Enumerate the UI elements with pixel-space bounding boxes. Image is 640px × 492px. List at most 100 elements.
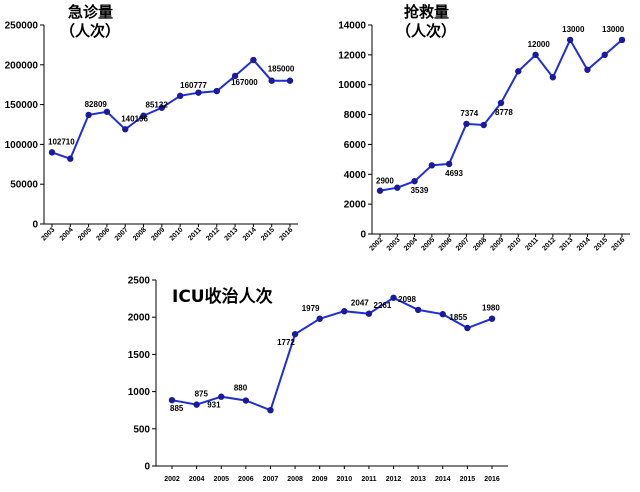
x-tick-label: 2002: [368, 236, 384, 252]
data-point: [48, 149, 56, 156]
x-tick-label: 2012: [205, 226, 221, 242]
data-point: [411, 177, 418, 185]
data-label: 3539: [411, 186, 429, 195]
x-tick-label: 2012: [386, 476, 402, 483]
x-tick-label: 2010: [507, 236, 523, 252]
x-tick-label: 2005: [77, 226, 93, 242]
x-tick-label: 2009: [150, 226, 166, 242]
y-tick-label: 12000: [338, 50, 366, 61]
data-label: 160777: [180, 81, 207, 90]
data-point: [286, 77, 294, 84]
x-tick-label: 2006: [438, 236, 454, 252]
x-tick-label: 2016: [610, 236, 626, 252]
data-point: [193, 401, 200, 408]
data-point: [268, 77, 275, 84]
y-tick-label: 100000: [5, 140, 39, 151]
y-tick-label: 0: [32, 220, 38, 231]
x-tick-label: 2014: [435, 476, 451, 483]
x-tick-label: 2013: [559, 236, 575, 252]
x-tick-label: 2012: [541, 236, 557, 252]
data-label: 885: [170, 404, 184, 413]
data-point: [428, 162, 436, 169]
x-tick-label: 2008: [287, 476, 303, 483]
data-point: [140, 112, 147, 119]
data-label: 880: [234, 384, 248, 393]
y-tick-label: 1000: [128, 387, 151, 398]
data-label: 102710: [48, 137, 75, 146]
x-tick-label: 2003: [40, 226, 56, 242]
emergency-x-ticks: 2003 2004 2005 2006 2007 2008 2009 2010 2011 2012…: [40, 224, 294, 242]
data-point: [439, 311, 446, 318]
icu-axes: [155, 280, 508, 467]
y-tick-label: 200000: [5, 60, 39, 71]
data-label: 7374: [460, 109, 478, 118]
data-label: 185000: [268, 65, 295, 74]
x-tick-label: 2013: [224, 226, 240, 242]
y-tick-label: 2000: [128, 313, 151, 324]
icu-data-labels: 885 875 931 880 1772 1979 2047 2261 2098 1855 1980: [170, 295, 500, 413]
y-tick-label: 250000: [5, 21, 39, 32]
data-point: [250, 56, 257, 64]
x-tick-label: 2004: [59, 226, 75, 242]
y-tick-label: 14000: [338, 21, 366, 32]
data-point: [231, 72, 239, 80]
y-tick-label: 1500: [128, 350, 151, 361]
y-tick-label: 10000: [338, 80, 366, 91]
x-tick-label: 2008: [472, 236, 488, 252]
data-point: [464, 324, 471, 332]
y-tick-label: 2500: [128, 276, 151, 287]
rescue-title: 抢救量: [404, 3, 449, 21]
x-tick-label: 2006: [238, 476, 254, 483]
data-point: [267, 407, 274, 414]
emergency-chart: 急诊量 （人次） 050000100000150000200000250000 …: [5, 3, 298, 242]
rescue-points: [376, 36, 626, 194]
y-tick-label: 500: [133, 424, 150, 435]
emergency-points: [48, 56, 294, 162]
data-point: [601, 51, 608, 59]
emergency-subtitle: （人次）: [60, 22, 120, 40]
x-tick-label: 2015: [260, 226, 276, 242]
x-tick-label: 2010: [337, 476, 353, 483]
x-tick-label: 2007: [114, 226, 130, 242]
data-point: [103, 108, 111, 115]
x-tick-label: 2014: [576, 236, 592, 252]
y-tick-label: 0: [144, 462, 150, 473]
data-point: [618, 36, 626, 44]
x-tick-label: 2015: [593, 236, 609, 252]
emergency-data-labels: 102710 82809 140196 85132 160777 167000 185000: [48, 65, 295, 147]
emergency-series-line: [51, 58, 290, 160]
data-label: 12000: [528, 40, 551, 49]
data-point: [488, 315, 496, 322]
data-point: [365, 310, 373, 317]
data-point: [376, 187, 384, 194]
data-point: [549, 74, 557, 81]
data-label: 85132: [146, 101, 169, 110]
data-point: [584, 66, 591, 73]
data-label: 4693: [445, 169, 463, 178]
data-label: 2900: [376, 177, 394, 186]
rescue-axes: [371, 25, 630, 235]
data-point: [480, 121, 487, 129]
data-label: 2098: [398, 295, 416, 304]
x-tick-label: 2007: [263, 476, 279, 483]
icu-x-ticks: 2002 2004 2005 2006 2007 2008 2009 2010 2011 2012…: [164, 466, 500, 483]
x-tick-label: 2014: [242, 226, 258, 242]
x-tick-label: 2009: [489, 236, 505, 252]
data-point: [316, 315, 323, 322]
data-label: 13000: [602, 25, 625, 34]
x-tick-label: 2011: [524, 236, 540, 252]
data-point: [515, 68, 522, 75]
x-tick-label: 2003: [386, 236, 402, 252]
data-point: [218, 393, 225, 400]
data-label: 167000: [231, 78, 258, 87]
data-label: 1979: [302, 304, 320, 313]
data-point: [195, 89, 202, 96]
x-tick-label: 2004: [403, 236, 419, 252]
x-tick-label: 2015: [460, 476, 476, 483]
y-tick-label: 50000: [10, 180, 38, 191]
data-point: [242, 397, 250, 404]
rescue-subtitle: （人次）: [396, 22, 456, 40]
data-label: 140196: [121, 114, 148, 123]
x-tick-label: 2008: [132, 226, 148, 242]
